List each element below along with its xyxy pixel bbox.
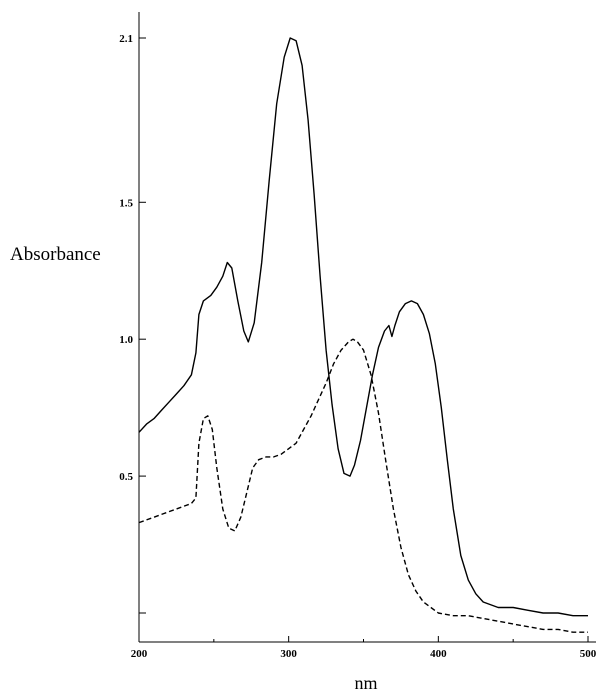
y-tick-label: 1.0 xyxy=(119,334,133,346)
y-tick-label: 0.5 xyxy=(119,471,133,483)
y-tick-label: 2.1 xyxy=(119,33,133,45)
y-tick-label: 1.5 xyxy=(119,197,133,209)
x-tick-label: 500 xyxy=(580,648,597,660)
solid-series-line xyxy=(138,37,588,617)
ticks: 0.5 1.0 1.5 2.1 200 300 400 500 xyxy=(119,33,597,660)
axes xyxy=(138,12,596,643)
x-tick-label: 300 xyxy=(280,648,297,660)
x-axis-label: nm xyxy=(354,673,377,692)
dashed-series-line xyxy=(138,338,588,633)
y-axis-label: Absorbance xyxy=(10,244,101,265)
x-tick-label: 400 xyxy=(430,648,447,660)
series-layer xyxy=(138,37,588,633)
x-tick-label: 200 xyxy=(131,648,148,660)
